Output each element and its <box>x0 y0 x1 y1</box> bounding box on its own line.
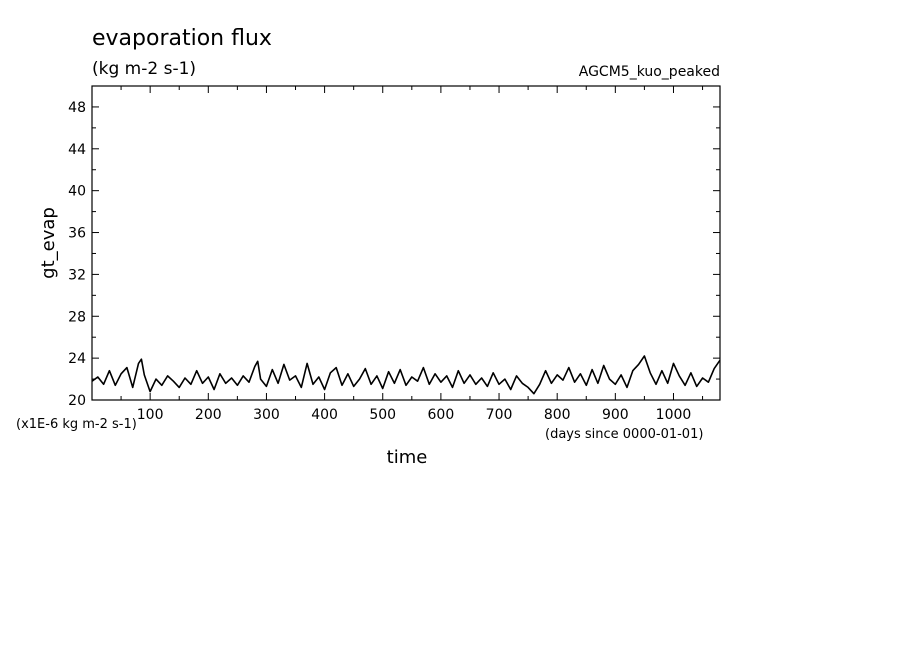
x-tick-label: 100 <box>137 407 164 423</box>
y-tick-label: 36 <box>68 226 86 242</box>
x-tick-label: 800 <box>544 407 571 423</box>
plot-frame <box>91 85 721 401</box>
plot-area: 20 24 28 32 36 40 44 48 100 200 300 400 500 600 700 800… <box>68 85 721 423</box>
x-tick-label: 700 <box>486 407 513 423</box>
x-tick-label: 300 <box>253 407 280 423</box>
x-tick-label: 200 <box>195 407 222 423</box>
x-tick-label: 900 <box>602 407 629 423</box>
y-axis-label: gt_evap <box>38 207 59 279</box>
x-axis-label: time <box>387 447 428 468</box>
x-tick-label: 600 <box>428 407 455 423</box>
y-tick-label: 24 <box>68 351 86 367</box>
x-unit-note: (days since 0000-01-01) <box>545 427 703 442</box>
y-tick-label: 48 <box>68 100 86 116</box>
series-line <box>91 355 721 395</box>
y-unit-note: (x1E-6 kg m-2 s-1) <box>16 417 137 432</box>
x-tick-label: 400 <box>311 407 338 423</box>
x-tick-label: 500 <box>369 407 396 423</box>
run-label: AGCM5_kuo_peaked <box>579 64 720 80</box>
chart-title: evaporation flux <box>92 26 272 51</box>
y-tick-label: 28 <box>68 309 86 325</box>
chart-units-subtitle: (kg m-2 s-1) <box>92 59 196 79</box>
y-tick-label: 40 <box>68 184 86 200</box>
y-tick-label: 32 <box>68 267 86 283</box>
x-tick-label: 1000 <box>656 407 692 423</box>
y-tick-label: 20 <box>68 393 86 409</box>
y-tick-label: 44 <box>68 142 86 158</box>
